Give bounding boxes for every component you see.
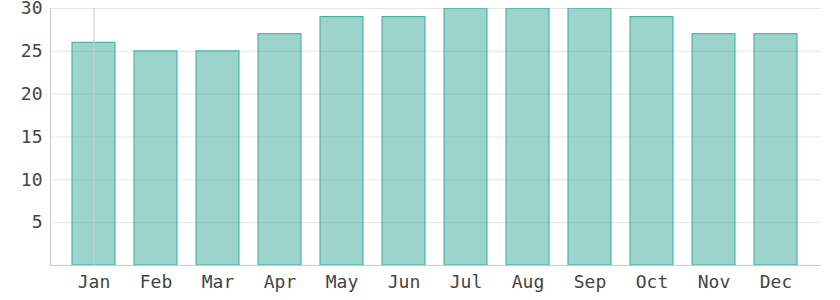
svg-text:Mar: Mar [202,271,235,292]
svg-text:Sep: Sep [574,271,607,292]
svg-text:5: 5 [32,211,43,232]
svg-text:10: 10 [21,169,43,190]
svg-text:20: 20 [21,83,43,104]
svg-text:Jun: Jun [388,271,421,292]
svg-text:30: 30 [21,0,43,18]
svg-text:Jul: Jul [450,271,483,292]
svg-text:25: 25 [21,40,43,61]
svg-text:Nov: Nov [698,271,731,292]
svg-text:Oct: Oct [636,271,669,292]
svg-text:Apr: Apr [264,271,297,292]
svg-text:Aug: Aug [512,271,545,292]
svg-text:15: 15 [21,126,43,147]
svg-text:May: May [326,271,359,292]
svg-text:Feb: Feb [140,271,173,292]
svg-text:Dec: Dec [760,271,793,292]
svg-text:Jan: Jan [78,271,111,292]
